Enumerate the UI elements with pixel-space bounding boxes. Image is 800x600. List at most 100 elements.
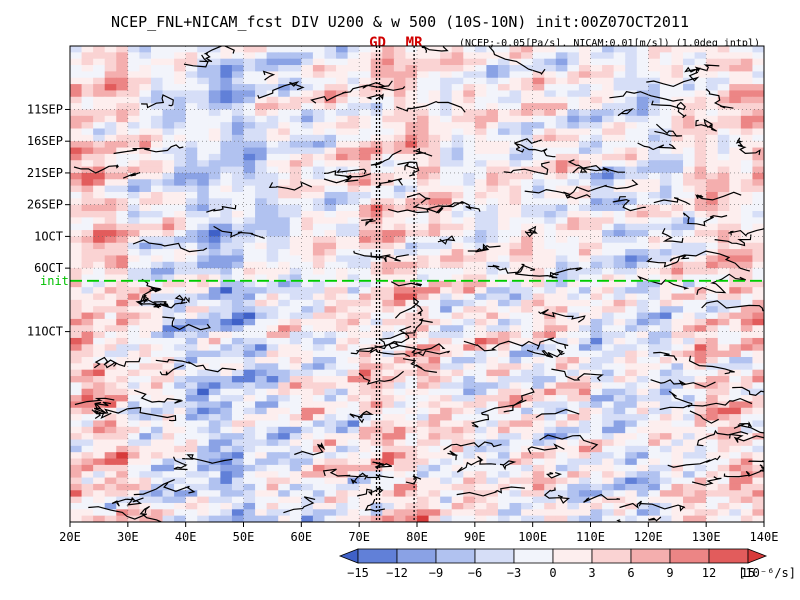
heatmap-cell (336, 293, 349, 301)
heatmap-cell (671, 420, 684, 428)
heatmap-cell (694, 255, 707, 263)
heatmap-cell (555, 439, 568, 447)
heatmap-cell (150, 109, 164, 117)
heatmap-cell (393, 115, 407, 123)
heatmap-cell (70, 509, 83, 517)
heatmap-cell (532, 122, 545, 130)
heatmap-cell (405, 268, 418, 276)
heatmap-cell (648, 166, 661, 174)
heatmap-cell (474, 395, 487, 403)
heatmap-cell (231, 350, 245, 358)
heatmap-cell (659, 96, 673, 104)
heatmap-cell (706, 452, 719, 460)
heatmap-cell (590, 445, 603, 453)
heatmap-cell (278, 363, 291, 371)
heatmap-cell (694, 84, 707, 92)
heatmap-cell (162, 376, 175, 383)
heatmap-cell (578, 306, 592, 314)
heatmap-cell (625, 331, 638, 339)
heatmap-cell (729, 84, 742, 92)
heatmap-cell (266, 268, 279, 276)
heatmap-cell (451, 172, 464, 180)
heatmap-cell (301, 141, 314, 149)
heatmap-cell (602, 407, 615, 415)
heatmap-cell (70, 198, 83, 206)
heatmap-cell (428, 280, 441, 288)
heatmap-cell (197, 134, 210, 142)
heatmap-cell (81, 483, 94, 491)
heatmap-cell (636, 268, 649, 276)
heatmap-cell (648, 191, 661, 199)
heatmap-cell (405, 452, 418, 460)
heatmap-cell (486, 426, 499, 434)
heatmap-cell (578, 115, 592, 123)
heatmap-cell (289, 306, 302, 314)
heatmap-cell (451, 477, 464, 485)
heatmap-cell (683, 96, 696, 104)
heatmap-cell (116, 331, 129, 339)
heatmap-cell (486, 109, 499, 117)
heatmap-cell (208, 280, 221, 288)
heatmap-cell (567, 299, 580, 307)
heatmap-cell (671, 191, 684, 199)
heatmap-cell (347, 261, 360, 269)
contour-line (646, 254, 690, 268)
heatmap-cell (266, 274, 279, 282)
heatmap-cell (729, 452, 742, 460)
heatmap-cell (278, 471, 291, 479)
heatmap-cell (636, 306, 649, 314)
heatmap-cell (139, 236, 152, 244)
heatmap-cell (174, 90, 187, 98)
heatmap-cell (174, 376, 187, 383)
heatmap-cell (486, 268, 499, 276)
heatmap-cell (474, 299, 487, 307)
heatmap-cell (359, 395, 372, 403)
heatmap-cell (185, 420, 198, 428)
heatmap-cell (521, 128, 534, 136)
heatmap-cell (243, 344, 256, 352)
contour-line (688, 355, 735, 375)
heatmap-cell (451, 141, 464, 149)
heatmap-cell (440, 65, 453, 72)
heatmap-cell (336, 109, 349, 117)
heatmap-cell (197, 249, 210, 257)
heatmap-cell (486, 344, 499, 352)
heatmap-cell (393, 471, 407, 479)
heatmap-cell (463, 401, 476, 409)
heatmap-cell (706, 458, 719, 466)
heatmap-cell (463, 261, 476, 269)
heatmap-cell (185, 458, 198, 466)
heatmap-cell (567, 331, 580, 339)
heatmap-cell (521, 179, 534, 187)
heatmap-cell (81, 96, 94, 104)
heatmap-cell (139, 109, 152, 117)
heatmap-cell (336, 509, 349, 517)
heatmap-cell (521, 71, 534, 79)
heatmap-cell (590, 420, 603, 428)
heatmap-cell (231, 153, 245, 161)
heatmap-cell (255, 312, 268, 320)
heatmap-cell (694, 452, 707, 460)
heatmap-cell (474, 293, 487, 301)
heatmap-cell (521, 198, 534, 206)
heatmap-cell (243, 249, 256, 257)
heatmap-cell (231, 58, 245, 66)
heatmap-cell (278, 198, 291, 206)
heatmap-cell (312, 458, 326, 466)
heatmap-cell (497, 433, 511, 441)
heatmap-cell (717, 147, 730, 155)
heatmap-cell (139, 464, 152, 472)
heatmap-cell (231, 204, 245, 212)
heatmap-cell (174, 369, 187, 377)
heatmap-cell (509, 191, 522, 199)
heatmap-cell (509, 77, 522, 85)
heatmap-cell (532, 249, 545, 257)
heatmap-cell (486, 395, 499, 403)
heatmap-cell (740, 115, 754, 123)
heatmap-cell (289, 274, 302, 282)
heatmap-cell (81, 160, 94, 168)
heatmap-cell (104, 401, 117, 409)
heatmap-cell (694, 261, 707, 269)
heatmap-cell (312, 287, 326, 295)
heatmap-cell (162, 483, 175, 491)
